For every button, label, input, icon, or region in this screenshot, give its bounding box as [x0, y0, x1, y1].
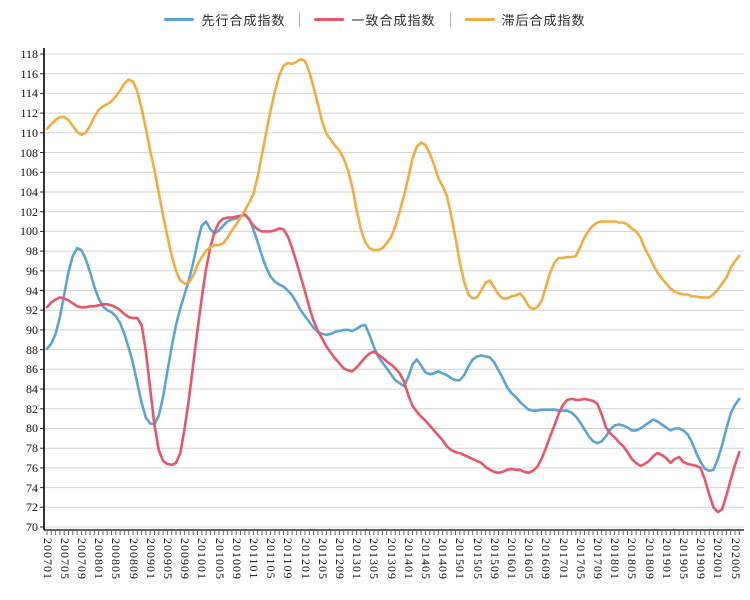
x-tick-label: 201401: [401, 538, 416, 580]
x-tick-label: 200801: [92, 538, 107, 580]
y-tick-label: 106: [20, 165, 38, 180]
legend-item-leading-index[interactable]: 先行合成指数: [164, 10, 285, 29]
x-tick-label: 200709: [74, 538, 89, 580]
x-tick-label: 201209: [332, 538, 347, 580]
x-tick-label: 202001: [711, 538, 726, 580]
coincident-index-line-swatch: [314, 18, 345, 21]
x-tick-label: 201801: [608, 538, 623, 580]
legend-divider: [299, 12, 301, 27]
x-tick-label: 201805: [625, 538, 640, 580]
x-tick-label: 201201: [298, 538, 313, 580]
x-tick-label: 201005: [212, 538, 227, 580]
x-tick-label: 201809: [642, 538, 657, 580]
legend-label: 先行合成指数: [201, 13, 286, 28]
x-tick-label: 201609: [539, 538, 554, 580]
y-tick-label: 96: [26, 263, 38, 278]
x-tick-label: 201509: [487, 538, 502, 580]
legend-label: 一致合成指数: [351, 13, 436, 28]
legend-item-coincident-index[interactable]: 一致合成指数: [314, 10, 435, 29]
legend-divider: [449, 12, 451, 27]
y-tick-label: 116: [20, 66, 38, 81]
x-tick-label: 201105: [264, 538, 279, 580]
y-tick-label: 102: [20, 204, 38, 219]
x-tick-label: 201001: [195, 538, 210, 580]
x-tick-label: 200809: [126, 538, 141, 580]
x-tick-label: 201309: [384, 538, 399, 580]
y-tick-label: 108: [20, 145, 38, 160]
legend-label: 滞后合成指数: [501, 13, 586, 28]
y-tick-label: 118: [20, 47, 38, 61]
y-tick-label: 74: [26, 480, 38, 495]
y-tick-label: 76: [26, 460, 38, 475]
x-tick-label: 201305: [367, 538, 382, 580]
x-tick-label: 201705: [573, 538, 588, 580]
x-tick-label: 200805: [109, 538, 124, 580]
x-tick-label: 201709: [590, 538, 605, 580]
x-tick-label: 200701: [40, 538, 55, 580]
x-tick-label: 201101: [246, 538, 261, 580]
x-tick-label: 201909: [694, 538, 709, 580]
x-tick-label: 201405: [418, 538, 433, 580]
lagging-index-line-swatch: [464, 18, 495, 21]
legend-item-lagging-index[interactable]: 滞后合成指数: [464, 10, 586, 29]
x-tick-label: 200901: [143, 538, 158, 580]
y-tick-label: 104: [20, 184, 38, 199]
x-tick-label: 201501: [453, 538, 468, 580]
y-tick-label: 112: [20, 106, 38, 121]
y-tick-label: 92: [26, 303, 38, 318]
leading-index-line-swatch: [164, 18, 195, 21]
y-tick-label: 98: [26, 244, 38, 259]
x-tick-label: 200705: [57, 538, 72, 580]
y-tick-label: 70: [26, 520, 38, 534]
y-tick-label: 88: [26, 342, 38, 357]
x-tick-label: 201601: [504, 538, 519, 580]
lagging-index-line: [45, 57, 741, 311]
y-tick-label: 110: [20, 125, 38, 140]
x-tick-label: 200905: [160, 538, 175, 580]
x-tick-label: 201605: [522, 538, 537, 580]
y-tick-label: 94: [26, 283, 38, 298]
y-tick-label: 90: [26, 322, 38, 337]
x-tick-label: 202005: [728, 538, 743, 580]
y-tick-label: 86: [26, 362, 38, 377]
x-tick-label: 200909: [178, 538, 193, 580]
x-tick-label: 201301: [350, 538, 365, 580]
x-tick-label: 201409: [436, 538, 451, 580]
x-tick-label: 201009: [229, 538, 244, 580]
y-tick-label: 82: [26, 401, 38, 416]
coincident-index-line: [45, 213, 741, 514]
y-tick-label: 114: [20, 86, 38, 101]
y-tick-label: 80: [26, 421, 38, 436]
y-tick-label: 100: [20, 224, 38, 239]
x-tick-label: 201505: [470, 538, 485, 580]
leading-index-line: [45, 213, 741, 473]
x-tick-label: 201701: [556, 538, 571, 580]
x-tick-label: 201205: [315, 538, 330, 580]
x-tick-label: 201109: [281, 538, 296, 580]
y-tick-label: 72: [26, 500, 38, 515]
y-tick-label: 84: [26, 382, 38, 397]
legend: 先行合成指数 一致合成指数 滞后合成指数: [0, 10, 750, 29]
x-tick-label: 201901: [659, 538, 674, 580]
x-tick-label: 201905: [676, 538, 691, 580]
y-tick-label: 78: [26, 441, 38, 456]
